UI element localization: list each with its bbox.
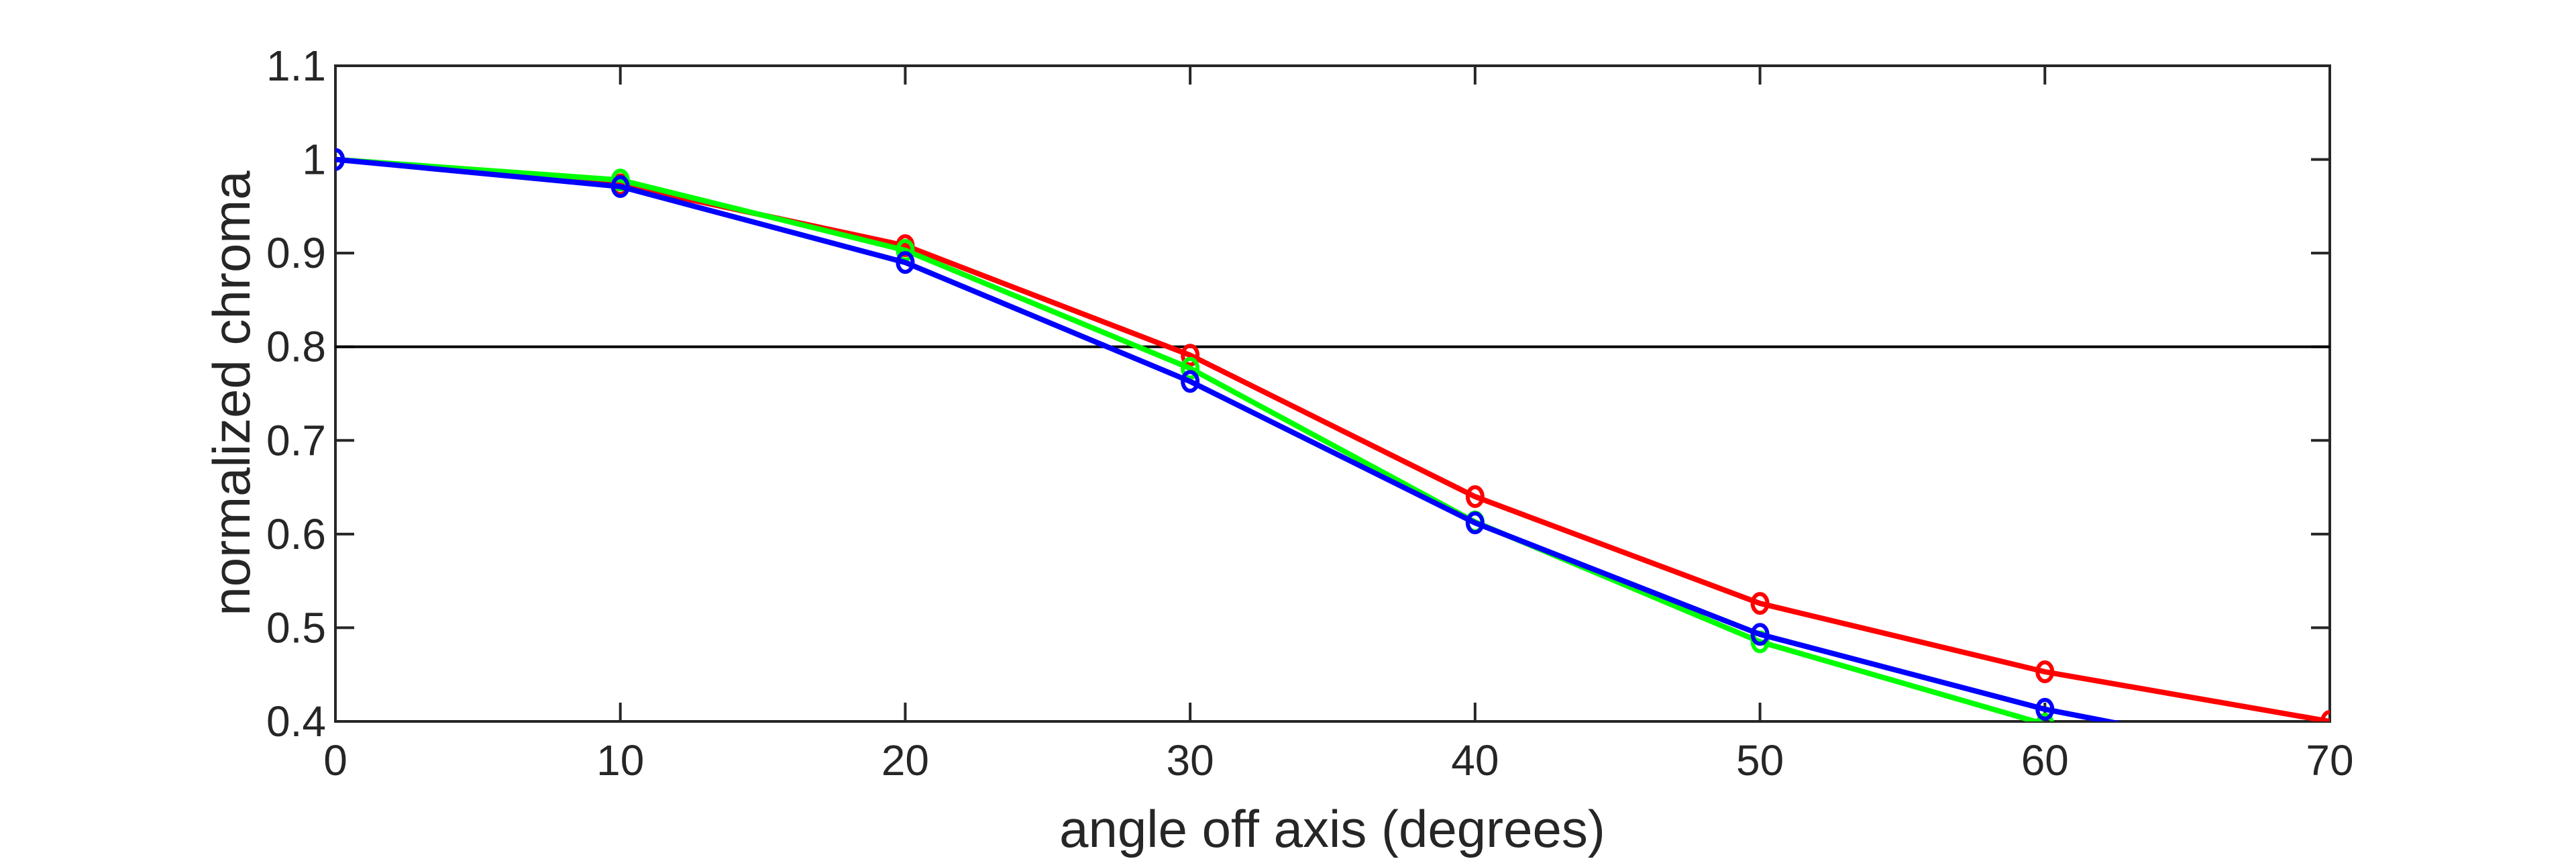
data-point-red: [1750, 592, 1770, 615]
plot-area: [334, 64, 2331, 723]
x-tick-label: 0: [323, 736, 347, 785]
data-point-red: [1181, 344, 1200, 367]
series-green: [335, 148, 2054, 721]
x-tick-label: 10: [596, 736, 644, 785]
y-tick-label: 1.1: [266, 42, 326, 90]
data-point-blue: [1181, 370, 1200, 393]
x-tick-label: 70: [2306, 736, 2353, 785]
data-point-red: [1465, 485, 1485, 509]
data-point-blue: [1750, 623, 1770, 646]
series-line-red: [335, 156, 2330, 721]
x-tick-label: 50: [1736, 736, 1784, 785]
y-tick-label: 0.9: [266, 229, 326, 277]
series-line-blue: [335, 156, 2122, 721]
x-tick-label: 30: [1167, 736, 1214, 785]
y-tick-label: 0.5: [266, 603, 326, 652]
y-axis-label: normalized chroma: [202, 170, 261, 616]
data-point-green: [1181, 356, 1200, 380]
data-point-green: [896, 238, 915, 262]
x-tick-label: 60: [2021, 736, 2069, 785]
data-point-red: [2035, 660, 2055, 684]
data-point-blue: [335, 148, 345, 171]
series-line-green: [335, 156, 2045, 721]
y-tick-label: 0.8: [266, 323, 326, 371]
series-red: [335, 148, 2330, 721]
data-point-blue: [610, 175, 630, 199]
data-point-blue: [896, 251, 915, 274]
y-tick-label: 1: [302, 136, 326, 184]
y-tick-label: 0.4: [266, 697, 326, 746]
y-tick-label: 0.6: [266, 510, 326, 558]
data-point-blue: [2035, 697, 2055, 721]
y-tick-label: 0.7: [266, 416, 326, 464]
x-tick-label: 20: [881, 736, 929, 785]
data-point-blue: [1465, 511, 1485, 535]
data-point-green: [2035, 713, 2054, 721]
x-tick-label: 40: [1451, 736, 1499, 785]
x-axis-label: angle off axis (degrees): [1059, 799, 1605, 858]
series-blue: [335, 148, 2122, 721]
